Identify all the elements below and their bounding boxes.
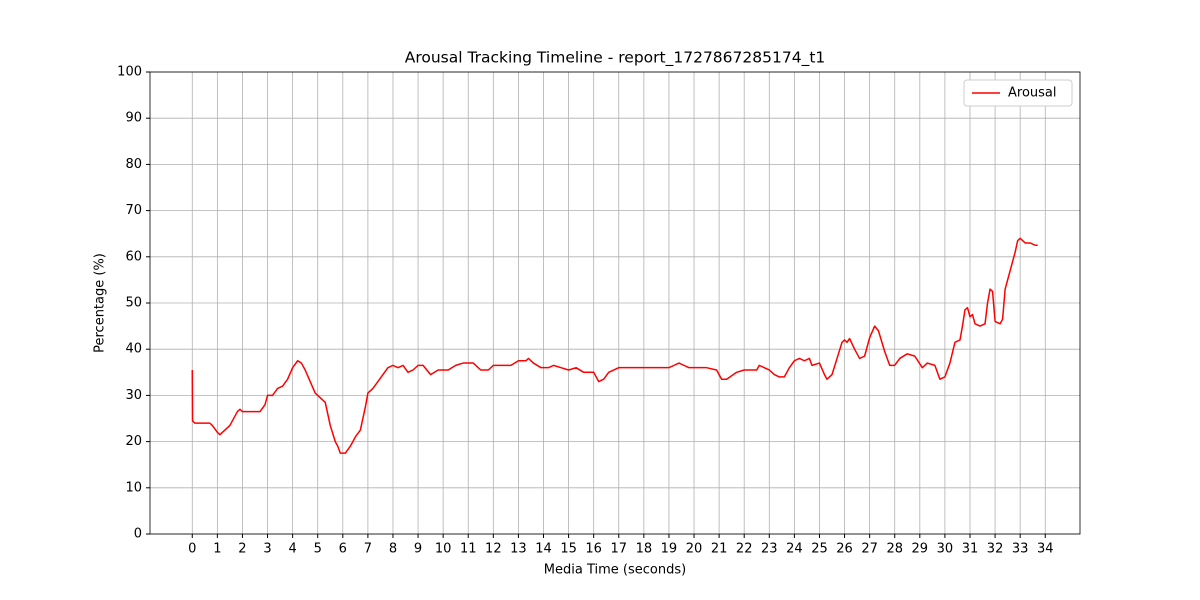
y-tick-label: 20 [125, 434, 142, 449]
x-tick-label: 26 [836, 542, 853, 557]
y-tick-label: 50 [125, 296, 142, 311]
y-tick-label: 100 [117, 65, 142, 80]
x-tick-label: 33 [1012, 542, 1029, 557]
x-tick-label: 32 [987, 542, 1004, 557]
y-tick-label: 70 [125, 203, 142, 218]
x-tick-label: 2 [238, 542, 246, 557]
x-tick-label: 12 [485, 542, 502, 557]
x-tick-label: 10 [435, 542, 452, 557]
x-tick-label: 31 [962, 542, 979, 557]
x-tick-label: 1 [213, 542, 221, 557]
x-tick-label: 5 [314, 542, 322, 557]
x-tick-label: 4 [288, 542, 296, 557]
x-tick-label: 27 [861, 542, 878, 557]
x-tick-label: 9 [414, 542, 422, 557]
x-tick-label: 0 [188, 542, 196, 557]
y-axis-label: Percentage (%) [93, 253, 108, 353]
x-tick-label: 7 [364, 542, 372, 557]
x-tick-label: 17 [610, 542, 627, 557]
x-tick-label: 30 [937, 542, 954, 557]
x-tick-label: 25 [811, 542, 828, 557]
x-tick-label: 13 [510, 542, 527, 557]
x-tick-label: 14 [535, 542, 552, 557]
x-tick-label: 11 [460, 542, 477, 557]
x-tick-label: 23 [761, 542, 778, 557]
y-tick-label: 40 [125, 342, 142, 357]
y-tick-label: 60 [125, 249, 142, 264]
y-tick-label: 80 [125, 157, 142, 172]
x-tick-label: 15 [560, 542, 577, 557]
x-tick-label: 22 [736, 542, 753, 557]
x-tick-label: 8 [389, 542, 397, 557]
data-line [191, 237, 1038, 454]
x-tick-label: 6 [339, 542, 347, 557]
x-tick-label: 21 [711, 542, 728, 557]
x-tick-label: 3 [263, 542, 271, 557]
plot-frame [149, 71, 1081, 535]
legend-label: Arousal [1008, 86, 1057, 101]
x-tick-label: 28 [886, 542, 903, 557]
legend-box [963, 79, 1073, 107]
y-tick-label: 0 [134, 527, 142, 542]
x-tick-label: 24 [786, 542, 803, 557]
x-tick-label: 19 [661, 542, 678, 557]
x-tick-label: 16 [585, 542, 602, 557]
y-tick-label: 90 [125, 111, 142, 126]
x-tick-label: 29 [912, 542, 929, 557]
x-tick-label: 18 [636, 542, 653, 557]
x-axis-label: Media Time (seconds) [544, 563, 686, 578]
x-tick-label: 34 [1037, 542, 1054, 557]
y-tick-label: 30 [125, 388, 142, 403]
chart-title: Arousal Tracking Timeline - report_17278… [405, 49, 826, 68]
x-tick-label: 20 [686, 542, 703, 557]
y-tick-label: 10 [125, 480, 142, 495]
